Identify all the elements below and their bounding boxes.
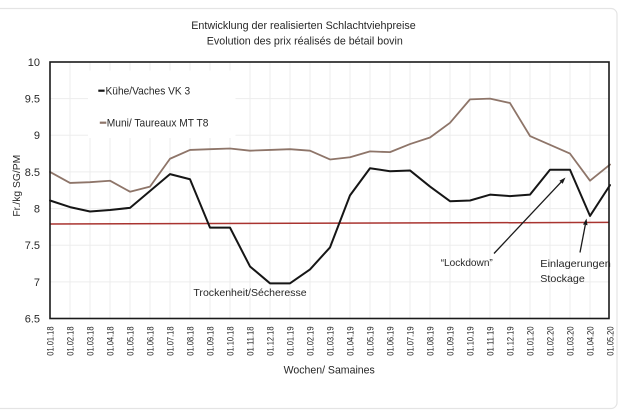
svg-text:9: 9 [34, 130, 40, 142]
svg-text:Entwicklung der realisierten S: Entwicklung der realisierten Schlachtvie… [191, 20, 416, 32]
svg-text:01.12.18: 01.12.18 [265, 327, 275, 356]
svg-text:01.04.19: 01.04.19 [345, 327, 355, 356]
svg-text:01.01.19: 01.01.19 [285, 327, 295, 356]
svg-text:Evolution des prix réalisés de: Evolution des prix réalisés de bétail bo… [207, 35, 403, 47]
svg-text:01.01.20: 01.01.20 [525, 327, 535, 356]
svg-text:7.5: 7.5 [25, 240, 40, 252]
svg-text:8.5: 8.5 [25, 167, 40, 179]
svg-text:01.06.18: 01.06.18 [145, 327, 155, 356]
svg-text:01.08.18: 01.08.18 [185, 327, 195, 356]
svg-text:01.05.19: 01.05.19 [365, 327, 375, 356]
svg-text:01.09.18: 01.09.18 [205, 327, 215, 356]
svg-text:Fr./kg SG/PM: Fr./kg SG/PM [12, 155, 23, 217]
svg-text:01.11.18: 01.11.18 [245, 327, 255, 356]
svg-text:01.07.19: 01.07.19 [405, 327, 415, 356]
svg-text:Muni/ Taureaux MT T8: Muni/ Taureaux MT T8 [107, 117, 209, 129]
svg-text:Einlagerungen: Einlagerungen [540, 258, 611, 270]
svg-text:10: 10 [28, 57, 40, 69]
svg-text:Stockage: Stockage [540, 273, 585, 285]
svg-text:Wochen/ Samaines: Wochen/ Samaines [284, 365, 376, 377]
svg-text:01.10.19: 01.10.19 [465, 327, 475, 356]
svg-text:01.05.20: 01.05.20 [605, 327, 615, 356]
svg-text:01.01.18: 01.01.18 [45, 327, 55, 356]
svg-text:01.07.18: 01.07.18 [165, 327, 175, 356]
svg-text:01.04.18: 01.04.18 [105, 327, 115, 356]
svg-text:01.04.20: 01.04.20 [585, 327, 595, 356]
svg-text:01.10.18: 01.10.18 [225, 327, 235, 356]
svg-text:Trockenheit/Sécheresse: Trockenheit/Sécheresse [193, 287, 306, 299]
svg-text:01.09.19: 01.09.19 [445, 327, 455, 356]
svg-text:6.5: 6.5 [25, 313, 40, 325]
svg-text:01.08.19: 01.08.19 [425, 327, 435, 356]
svg-text:01.02.20: 01.02.20 [545, 327, 555, 356]
svg-text:01.11.19: 01.11.19 [485, 327, 495, 356]
svg-text:Kühe/Vaches VK 3: Kühe/Vaches VK 3 [106, 86, 191, 98]
svg-text:01.03.18: 01.03.18 [85, 327, 95, 356]
svg-text:01.12.19: 01.12.19 [505, 327, 515, 356]
svg-text:01.05.18: 01.05.18 [125, 327, 135, 356]
svg-text:9.5: 9.5 [25, 94, 40, 106]
svg-text:01.02.18: 01.02.18 [65, 327, 75, 356]
svg-text:01.03.20: 01.03.20 [565, 327, 575, 356]
svg-text:01.03.19: 01.03.19 [325, 327, 335, 356]
svg-text:01.02.19: 01.02.19 [305, 327, 315, 356]
svg-text:7: 7 [34, 277, 40, 289]
svg-text:8: 8 [34, 203, 40, 215]
svg-text:01.06.19: 01.06.19 [385, 327, 395, 356]
svg-text:“Lockdown”: “Lockdown” [441, 257, 494, 269]
